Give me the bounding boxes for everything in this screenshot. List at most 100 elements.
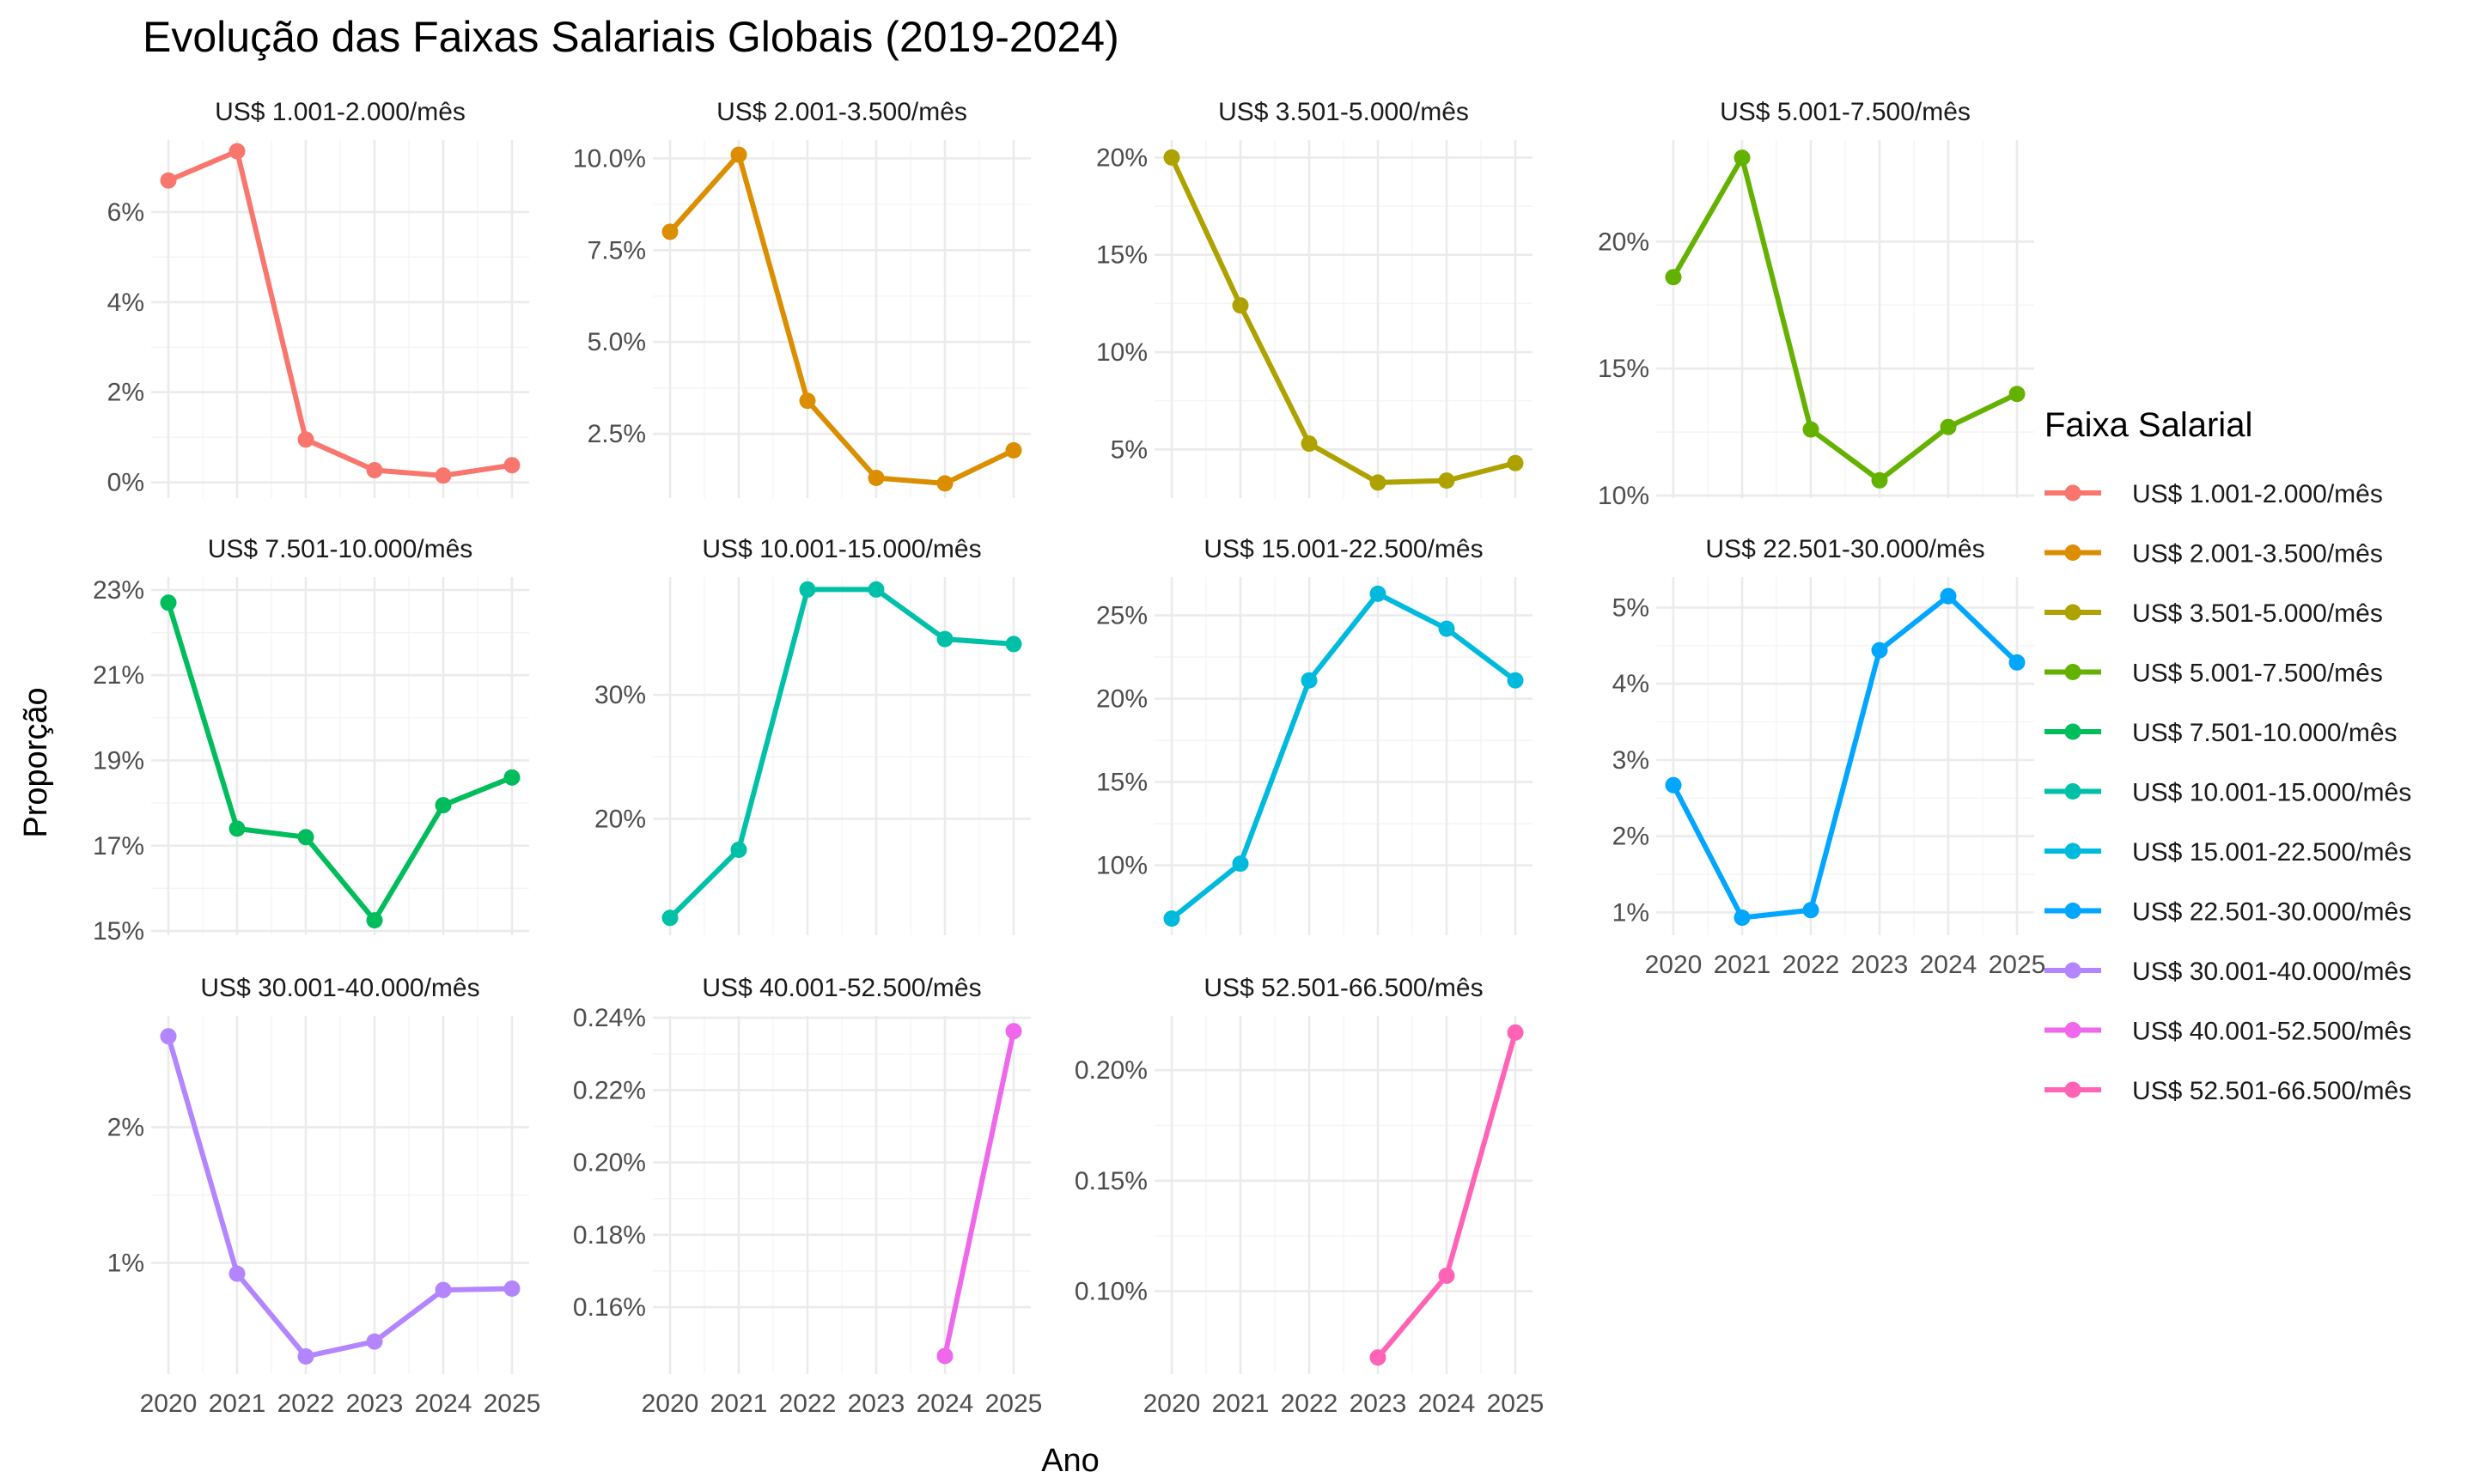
legend-item: US$ 52.501-66.500/mês xyxy=(2044,1077,2411,1105)
x-tick-label: 2021 xyxy=(209,1390,266,1418)
data-point xyxy=(297,1347,314,1365)
data-point xyxy=(661,909,679,927)
x-tick-label: 2020 xyxy=(140,1390,198,1418)
data-point xyxy=(503,769,521,786)
legend-label: US$ 52.501-66.500/mês xyxy=(2132,1077,2411,1105)
x-tick-label: 2020 xyxy=(1645,951,1703,979)
y-tick-label: 5% xyxy=(1111,435,1148,464)
legend-label: US$ 7.501-10.000/mês xyxy=(2132,719,2398,747)
data-point xyxy=(1232,297,1249,314)
legend-label: US$ 30.001-40.000/mês xyxy=(2132,958,2411,986)
data-point xyxy=(1005,441,1022,459)
facet-strip-label: US$ 15.001-22.500/mês xyxy=(1203,535,1483,563)
data-point xyxy=(1871,471,1888,489)
y-tick-label: 0.20% xyxy=(1075,1056,1148,1085)
data-point xyxy=(1438,620,1455,637)
facet-strip-label: US$ 22.501-30.000/mês xyxy=(1705,535,1984,563)
legend-key-point xyxy=(2064,604,2081,621)
facet-strip-label: US$ 52.501-66.500/mês xyxy=(1203,974,1483,1002)
legend-label: US$ 2.001-3.500/mês xyxy=(2132,540,2383,569)
series-line xyxy=(166,1033,515,1359)
x-tick-label: 2022 xyxy=(779,1390,837,1418)
series-line xyxy=(667,152,1016,486)
data-point xyxy=(1871,642,1888,659)
legend-key-point xyxy=(2064,723,2081,740)
y-tick-label: 0.22% xyxy=(573,1076,646,1104)
x-tick-label: 2020 xyxy=(642,1390,699,1418)
legend-label: US$ 10.001-15.000/mês xyxy=(2132,779,2411,807)
legend-item: US$ 5.001-7.500/mês xyxy=(2044,660,2383,688)
data-point xyxy=(229,143,246,160)
facet-panel: 2.5% 5.0% 7.5% 10.0% US$ 2.001-3.500/mês xyxy=(573,98,1031,498)
facet-panel: 0.16% 0.18% 0.20% 0.22% 0.24% US$ 40.001-52.5… xyxy=(573,974,1042,1418)
data-point xyxy=(297,431,314,448)
data-point xyxy=(1507,454,1524,471)
data-point xyxy=(2008,386,2026,403)
y-tick-label: 15% xyxy=(93,917,144,946)
legend-item: US$ 2.001-3.500/mês xyxy=(2044,540,2383,569)
legend-key-point xyxy=(2064,842,2081,860)
data-point xyxy=(229,820,246,837)
data-point xyxy=(868,469,885,486)
x-tick-label: 2024 xyxy=(1920,951,1977,979)
y-tick-label: 10% xyxy=(1598,482,1649,510)
y-tick-label: 10% xyxy=(1096,338,1148,367)
data-point xyxy=(2008,654,2026,671)
series-line xyxy=(1671,155,2020,484)
legend-item: US$ 30.001-40.000/mês xyxy=(2044,958,2411,986)
legend-item: US$ 15.001-22.500/mês xyxy=(2044,838,2411,867)
facet-panel: 20% 30% US$ 10.001-15.000/mês xyxy=(594,535,1031,935)
data-point xyxy=(661,223,679,240)
y-tick-label: 10.0% xyxy=(573,144,646,173)
y-tick-label: 10% xyxy=(1096,852,1148,880)
data-point xyxy=(1369,585,1386,602)
data-point xyxy=(1005,1023,1022,1040)
x-tick-label: 2025 xyxy=(985,1390,1043,1418)
data-point xyxy=(160,1028,177,1045)
legend-label: US$ 3.501-5.000/mês xyxy=(2132,599,2383,628)
facet-strip-label: US$ 30.001-40.000/mês xyxy=(200,974,479,1002)
y-tick-label: 0.18% xyxy=(573,1221,646,1250)
facet-panel: 0% 2% 4% 6% US$ 1.001-2.000/mês xyxy=(107,98,529,498)
legend-item: US$ 7.501-10.000/mês xyxy=(2044,719,2398,747)
facet-panels: 0% 2% 4% 6% US$ 1.001-2.000/mês 2.5% 5.0% 7.5% 1… xyxy=(93,98,2045,1418)
data-point xyxy=(503,457,521,474)
facet-strip-label: US$ 5.001-7.500/mês xyxy=(1720,98,1971,126)
legend-key-point xyxy=(2064,1022,2081,1038)
data-point xyxy=(229,1265,246,1282)
data-point xyxy=(1507,1024,1524,1041)
data-point xyxy=(1005,636,1022,653)
series-line xyxy=(1671,593,2020,921)
data-point xyxy=(435,797,452,814)
facet-panel: 1% 2% 3% 4% 5% US$ 22.501-30.000/mês 2020 2021 2… xyxy=(1612,535,2046,979)
legend: Faixa Salarial US$ 1.001-2.000/mês US$ 2.… xyxy=(2044,406,2411,1105)
x-tick-label: 2023 xyxy=(346,1390,404,1418)
legend-item: US$ 3.501-5.000/mês xyxy=(2044,599,2383,628)
y-tick-label: 2% xyxy=(1612,823,1649,851)
y-tick-label: 19% xyxy=(93,746,144,775)
y-tick-label: 2% xyxy=(107,1114,144,1142)
x-tick-label: 2023 xyxy=(1851,951,1909,979)
facet-panel: 15% 17% 19% 21% 23% US$ 7.501-10.000/mês xyxy=(93,535,529,946)
chart-title: Evolução das Faixas Salariais Globais (2… xyxy=(143,13,1119,61)
legend-key-point xyxy=(2064,903,2081,919)
x-tick-label: 2022 xyxy=(1281,1390,1338,1418)
y-tick-label: 0.24% xyxy=(573,1004,646,1032)
y-tick-label: 23% xyxy=(93,576,144,605)
legend-label: US$ 40.001-52.500/mês xyxy=(2132,1018,2411,1046)
series-line xyxy=(1169,591,1518,921)
data-point xyxy=(503,1280,521,1297)
y-tick-label: 3% xyxy=(1612,746,1649,775)
data-point xyxy=(435,467,452,484)
facet-strip-label: US$ 1.001-2.000/mês xyxy=(215,98,466,126)
data-point xyxy=(1802,902,1819,919)
data-point xyxy=(1369,474,1386,491)
series-line xyxy=(1169,155,1518,485)
facet-panel: 1% 2% US$ 30.001-40.000/mês 2020 2021 2022 202… xyxy=(107,974,541,1418)
x-tick-label: 2020 xyxy=(1143,1390,1201,1418)
legend-key-point xyxy=(2064,1081,2081,1098)
x-tick-label: 2024 xyxy=(1418,1390,1476,1418)
legend-item: US$ 10.001-15.000/mês xyxy=(2044,779,2411,807)
data-point xyxy=(1665,269,1682,286)
legend-key-point xyxy=(2064,544,2081,561)
